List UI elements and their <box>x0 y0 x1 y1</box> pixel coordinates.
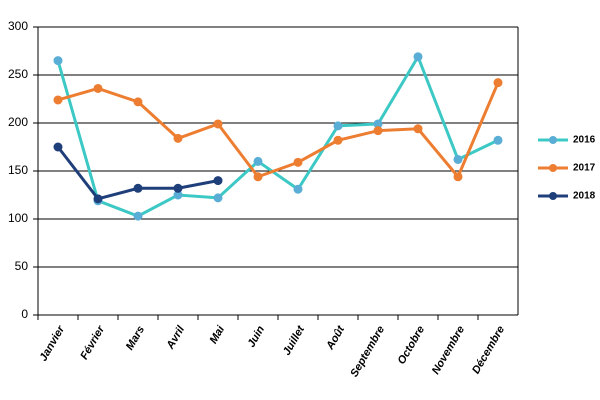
data-point <box>453 154 463 164</box>
x-tick-label: Juin <box>245 324 267 350</box>
x-tick-label: Juillet <box>281 323 308 358</box>
y-tick-label: 300 <box>8 19 28 33</box>
data-point <box>173 190 183 200</box>
data-point <box>133 97 143 107</box>
legend-label: 2018 <box>573 191 596 202</box>
x-tick-label: Janvier <box>37 323 67 363</box>
data-point <box>253 156 263 166</box>
data-point <box>93 83 103 93</box>
x-tick-label: Septembre <box>348 324 387 379</box>
data-point <box>133 211 143 221</box>
series-line <box>57 82 500 180</box>
x-tick-label: Mars <box>124 324 147 352</box>
data-point <box>53 142 63 152</box>
y-tick-label: 0 <box>21 307 28 321</box>
y-tick-label: 250 <box>8 67 28 81</box>
data-point <box>293 184 303 194</box>
data-point <box>333 121 343 131</box>
legend-marker <box>549 164 557 172</box>
data-point <box>373 126 383 136</box>
y-tick-label: 200 <box>8 115 28 129</box>
legend-marker <box>549 136 557 144</box>
x-tick-label: Avril <box>164 323 188 352</box>
data-point <box>133 183 143 193</box>
legend-marker <box>549 192 557 200</box>
y-tick-label: 100 <box>8 211 28 225</box>
x-tick-label: Août <box>324 323 348 353</box>
data-point <box>413 52 423 62</box>
data-point <box>173 133 183 143</box>
data-point <box>453 172 463 182</box>
y-tick-label: 50 <box>15 259 29 273</box>
data-point <box>493 78 503 88</box>
data-point <box>373 119 383 129</box>
data-point <box>293 157 303 167</box>
legend-label: 2017 <box>573 163 596 174</box>
data-point <box>53 95 63 105</box>
x-tick-label: Novembre <box>430 324 467 377</box>
data-point <box>53 56 63 66</box>
series-line <box>56 53 499 218</box>
x-tick-label: Mai <box>208 323 228 346</box>
data-point <box>173 183 183 193</box>
data-point <box>213 119 223 129</box>
data-point <box>213 193 223 203</box>
legend-label: 2016 <box>573 135 596 146</box>
x-tick-label: Février <box>78 323 107 361</box>
data-point <box>93 194 103 204</box>
x-tick-label: Octobre <box>396 324 427 367</box>
data-point <box>333 135 343 145</box>
x-tick-label: Décembre <box>470 324 507 376</box>
data-point <box>213 176 223 186</box>
y-tick-label: 150 <box>8 163 28 177</box>
data-point <box>253 172 263 182</box>
data-point <box>493 135 503 145</box>
data-point <box>413 124 423 134</box>
